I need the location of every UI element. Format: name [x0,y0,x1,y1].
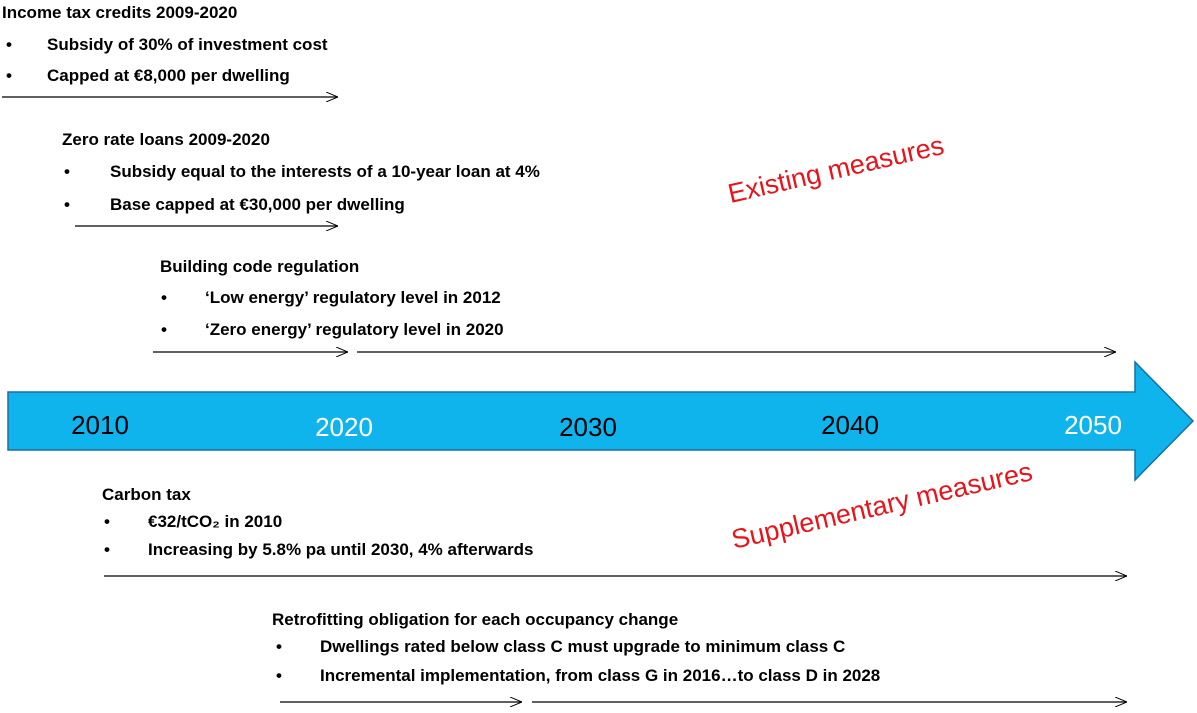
bullet: • [104,512,110,531]
bullet-text: €32/tCO₂ in 2010 [148,512,283,531]
section-title: Income tax credits 2009-2020 [2,3,238,22]
year-label: 2010 [71,410,129,440]
bullet: • [276,666,282,685]
bullet: • [6,66,12,85]
section-title: Carbon tax [102,485,191,504]
year-label: 2030 [559,412,617,442]
section-title: Zero rate loans 2009-2020 [62,130,270,149]
bullet: • [161,288,167,307]
bullet-text: Base capped at €30,000 per dwelling [110,195,405,214]
bullet-text: ‘Zero energy’ regulatory level in 2020 [205,320,504,339]
section-title: Retrofitting obligation for each occupan… [272,610,679,629]
bullet-text: Increasing by 5.8% pa until 2030, 4% aft… [148,540,534,559]
bullet: • [161,320,167,339]
year-label: 2050 [1064,410,1122,440]
bullet: • [64,195,70,214]
section-title: Building code regulation [160,257,360,276]
bullet: • [276,637,282,656]
year-label: 2020 [315,412,373,442]
bullet-text: Subsidy of 30% of investment cost [47,35,328,54]
bullet-text: Subsidy equal to the interests of a 10-y… [110,162,540,181]
bullet-text: ‘Low energy’ regulatory level in 2012 [205,288,501,307]
bullet-text: Dwellings rated below class C must upgra… [320,637,846,656]
bullet-text: Incremental implementation, from class G… [320,666,881,685]
bullet: • [6,35,12,54]
timeline-arrow [7,360,1195,482]
bullet: • [64,162,70,181]
year-label: 2040 [821,410,879,440]
bullet-text: Capped at €8,000 per dwelling [47,66,290,85]
bullet: • [104,540,110,559]
